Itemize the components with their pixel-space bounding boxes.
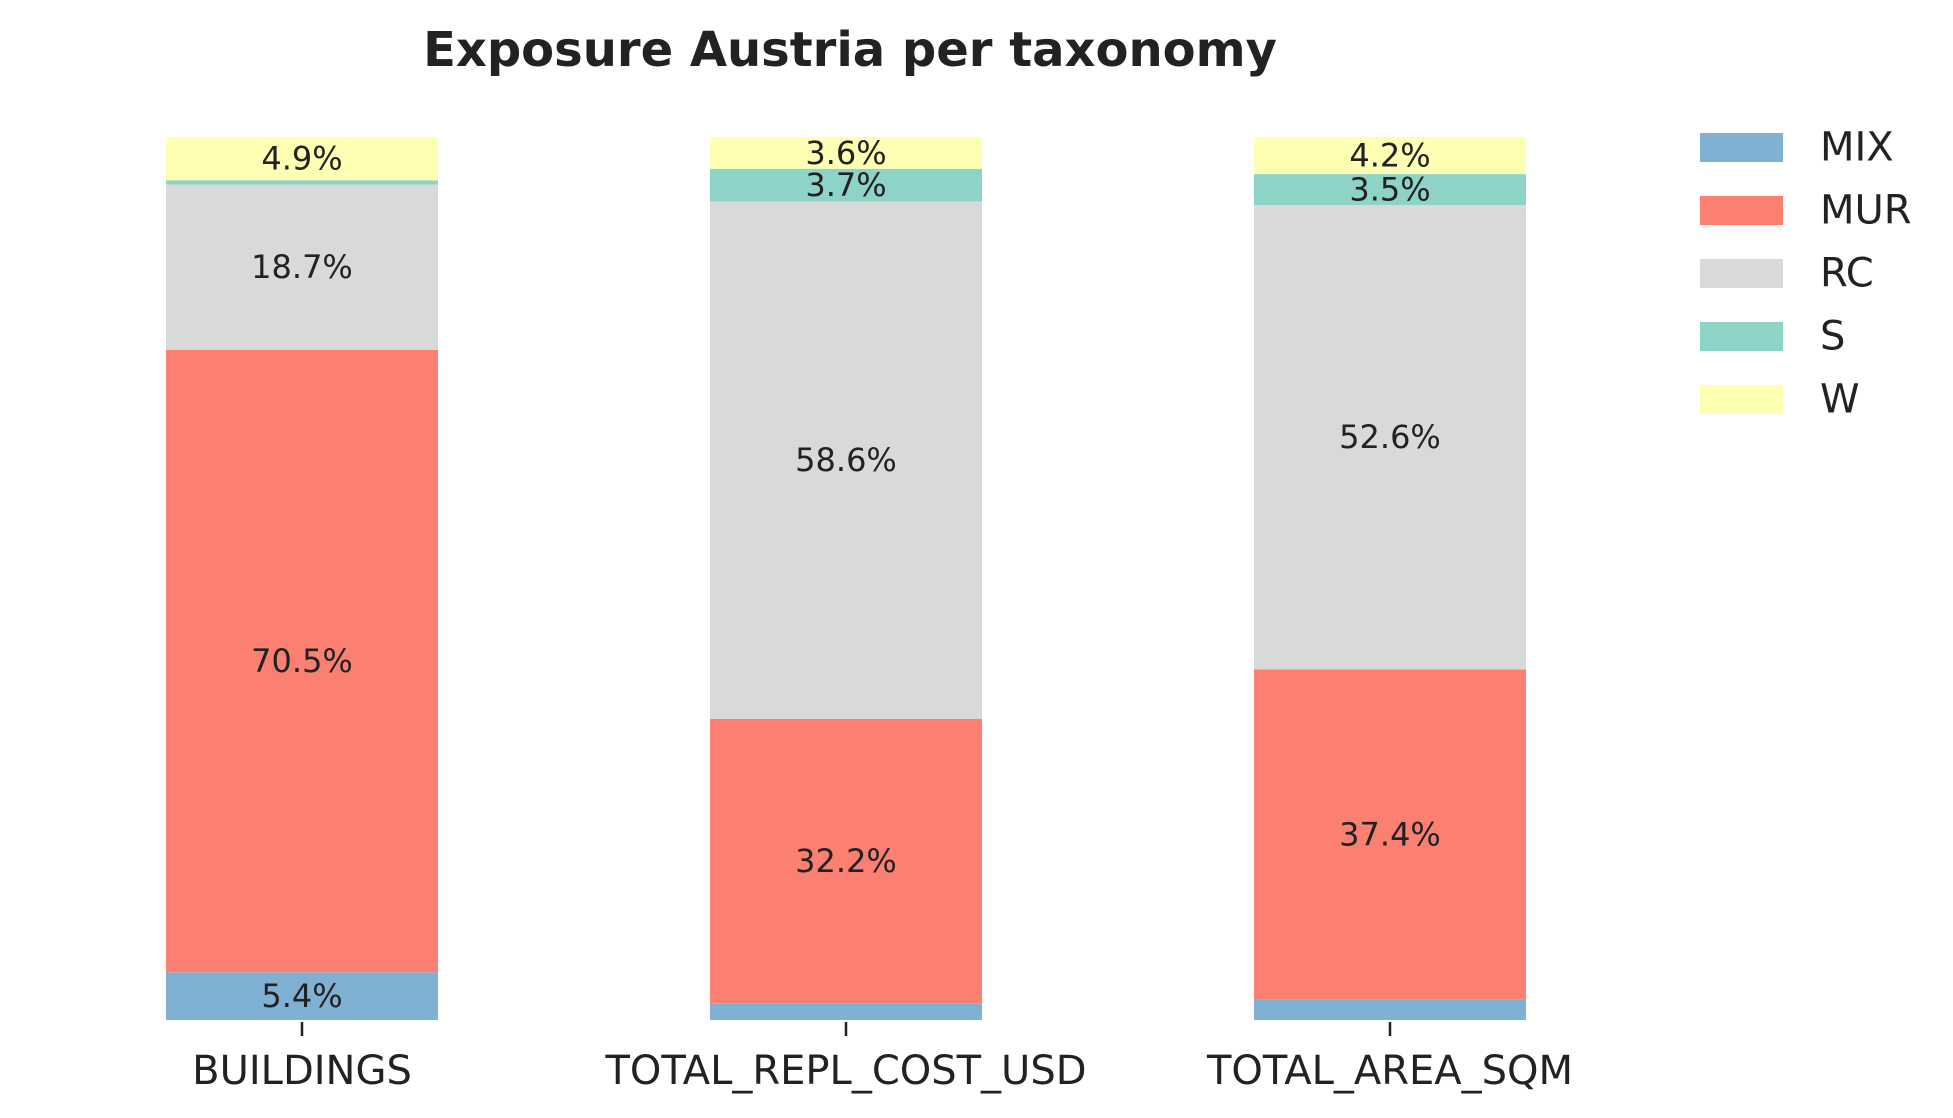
legend-label-w: W (1820, 377, 1860, 423)
bar-segment-s-total_repl_cost_usd (710, 168, 982, 202)
legend-label-s: S (1820, 314, 1845, 360)
data-label-rc-total_repl_cost_usd: 58.6% (795, 441, 897, 479)
bar-segment-s-total_area_sqm (1254, 174, 1526, 205)
bar-segment-rc-buildings (166, 184, 438, 350)
data-label-w-total_repl_cost_usd: 3.6% (805, 134, 886, 172)
x-axis: BUILDINGS TOTAL_REPL_COST_USD TOTAL_AREA_S… (192, 1022, 1573, 1094)
bar-segment-w-total_area_sqm (1254, 137, 1526, 175)
data-label-s-total_area_sqm: 3.5% (1349, 171, 1430, 209)
bar-segment-rc-total_repl_cost_usd (710, 201, 982, 719)
bars-group (166, 137, 1526, 1020)
chart-title: Exposure Austria per taxonomy (423, 22, 1277, 78)
bar-segment-mur-buildings (166, 349, 438, 973)
data-label-s-total_repl_cost_usd: 3.7% (805, 166, 886, 204)
legend-label-rc: RC (1820, 251, 1874, 297)
x-tick-label: BUILDINGS (192, 1048, 412, 1094)
bar-segment-w-buildings (166, 137, 438, 181)
bar-segment-mix-buildings (166, 972, 438, 1020)
data-label-rc-buildings: 18.7% (251, 248, 353, 286)
data-label-mur-total_repl_cost_usd: 32.2% (795, 842, 897, 880)
bar-segment-mur-total_area_sqm (1254, 669, 1526, 1000)
x-tick-label: TOTAL_REPL_COST_USD (604, 1048, 1086, 1094)
legend-label-mix: MIX (1820, 125, 1894, 171)
legend-swatch-s (1700, 322, 1783, 351)
data-label-mur-total_area_sqm: 37.4% (1339, 816, 1441, 854)
data-label-mur-buildings: 70.5% (251, 642, 353, 680)
legend-swatch-w (1700, 385, 1783, 414)
x-tick-label: TOTAL_AREA_SQM (1206, 1048, 1573, 1094)
data-label-w-buildings: 4.9% (261, 140, 342, 178)
legend-swatch-rc (1700, 259, 1783, 288)
legend: MIX MUR RC SW (1700, 125, 1912, 423)
data-label-mix-buildings: 5.4% (261, 977, 342, 1015)
data-label-rc-total_area_sqm: 52.6% (1339, 418, 1441, 456)
bar-segment-s-buildings (166, 180, 438, 185)
bar-segment-mix-total_repl_cost_usd (710, 1003, 982, 1020)
segment-labels-group: 5.4% 70.5% 18.7% 4.9% 32.2% 58.6% 3.7%3.6% 37.4… (251, 134, 1441, 1015)
bar-segment-w-total_repl_cost_usd (710, 137, 982, 169)
bar-segment-mur-total_repl_cost_usd (710, 718, 982, 1004)
bar-segment-rc-total_area_sqm (1254, 204, 1526, 670)
bar-segment-mix-total_area_sqm (1254, 999, 1526, 1020)
legend-swatch-mur (1700, 196, 1783, 225)
legend-label-mur: MUR (1820, 188, 1912, 234)
data-label-w-total_area_sqm: 4.2% (1349, 137, 1430, 175)
legend-swatch-mix (1700, 133, 1783, 162)
